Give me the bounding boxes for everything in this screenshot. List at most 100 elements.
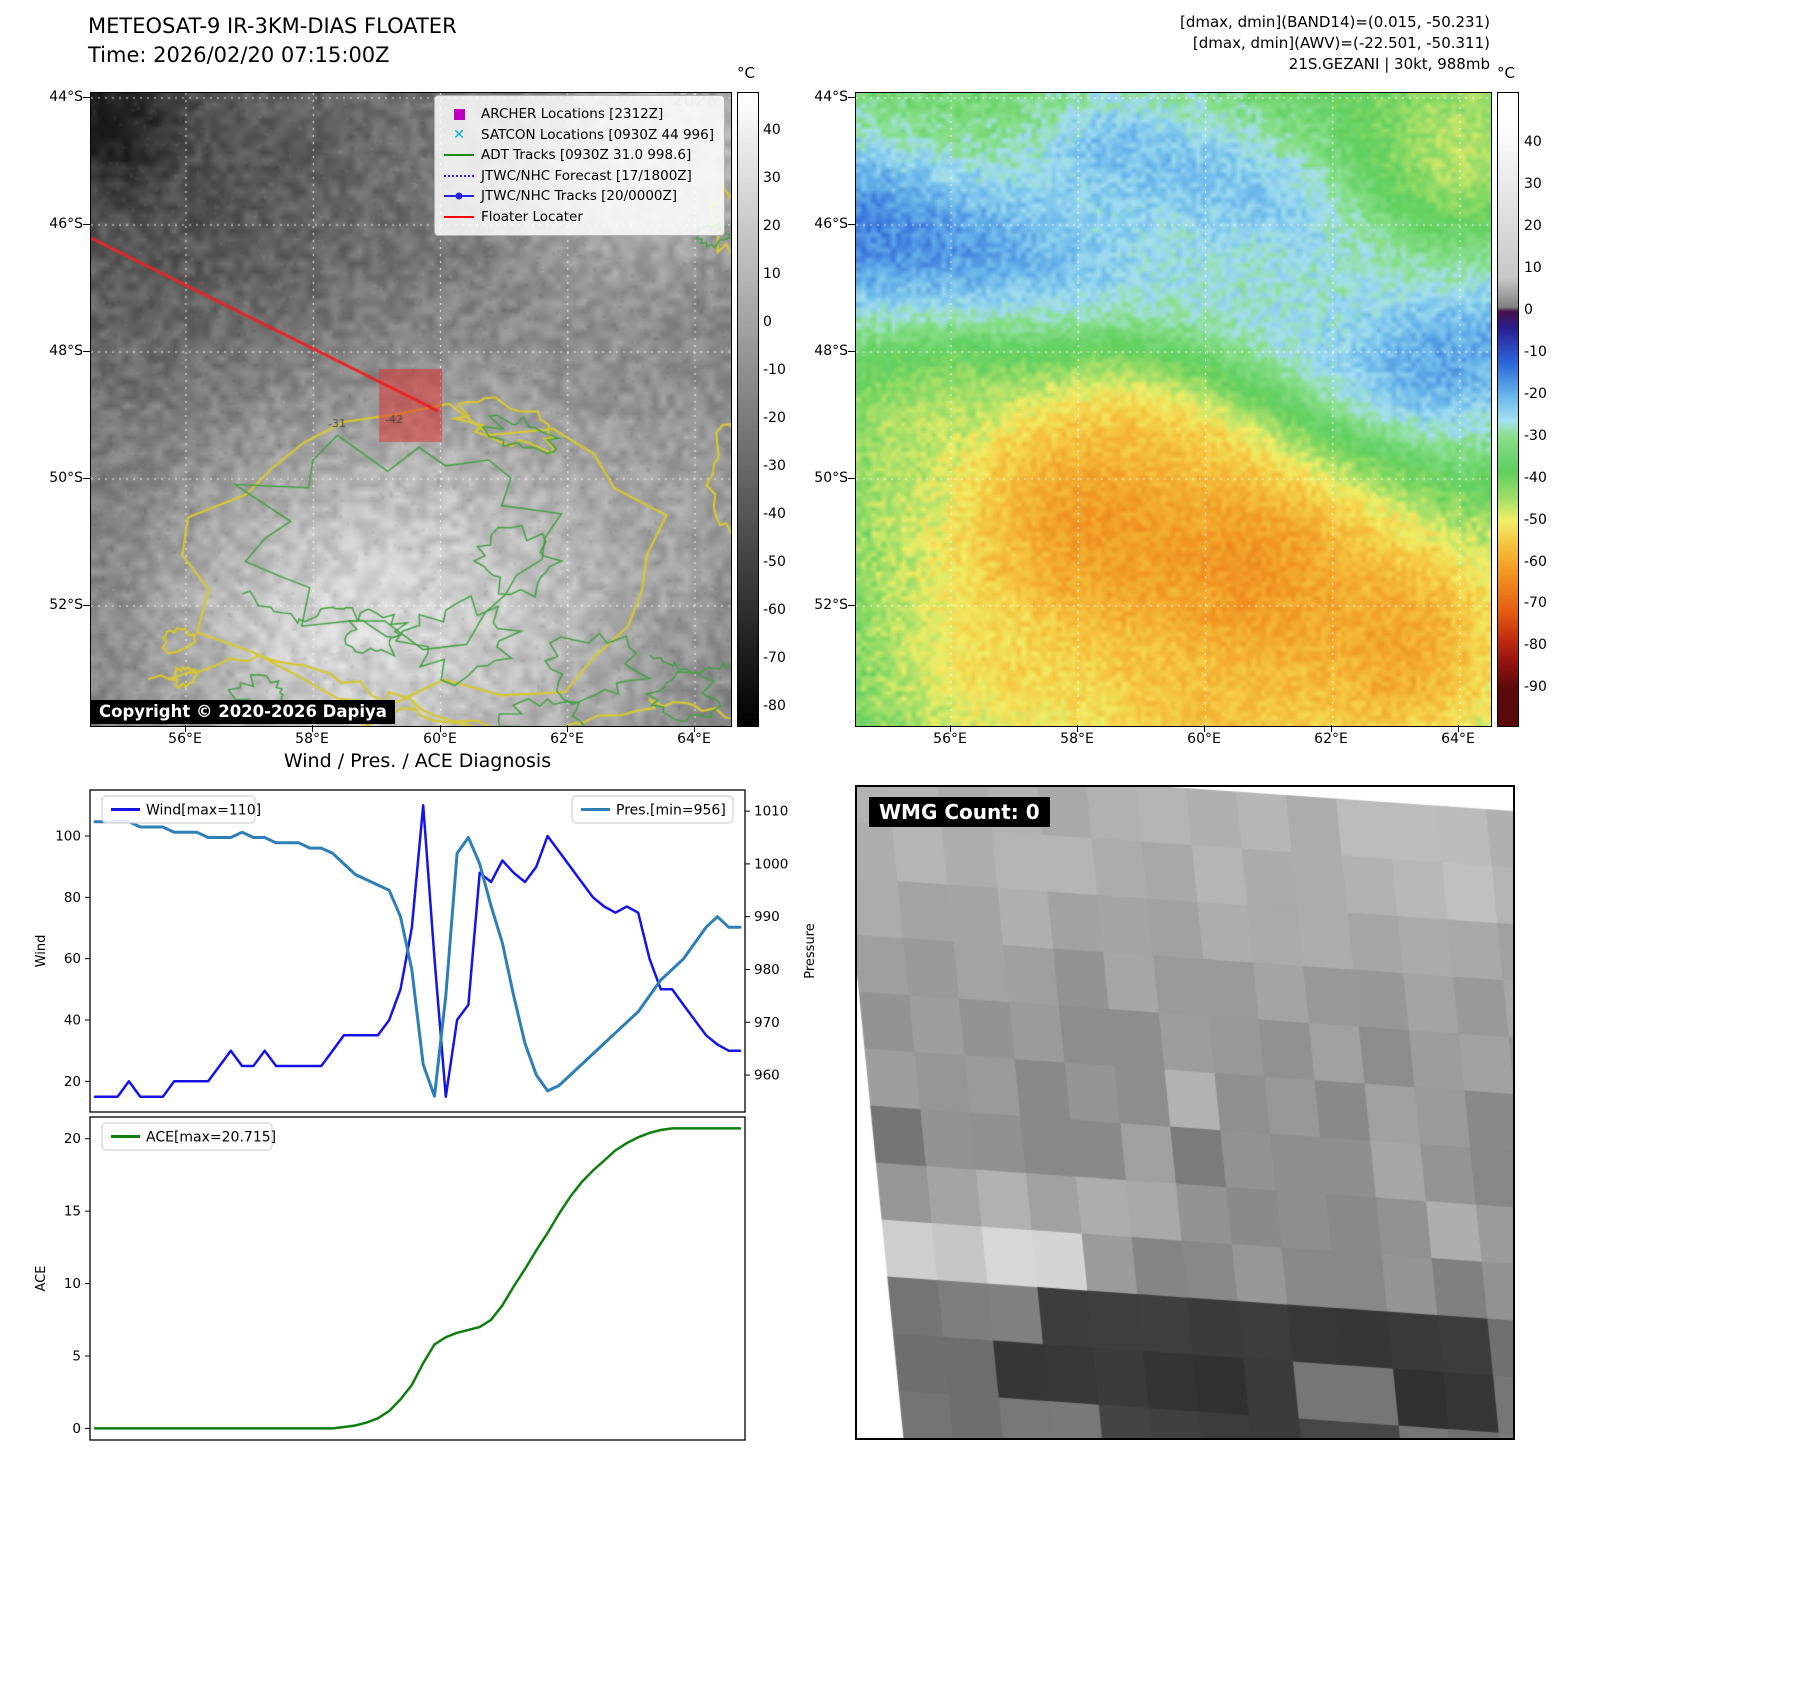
legend-label: Floater Locater (481, 208, 583, 225)
legend-line-icon (444, 154, 474, 157)
colorbar-tick-label: -10 (763, 362, 786, 379)
wind-pressure-chart: 20 40 60 80 100 960 970 980 990 1000 1010 Wind Press… (15, 785, 830, 1117)
storm-info: [dmax, dmin](BAND14)=(0.015, -50.231) [d… (1180, 12, 1490, 75)
colorbar-tick-label: -40 (1524, 469, 1547, 486)
series-ACE[max=20.715] (93, 1127, 742, 1430)
legend-label: ARCHER Locations [2312Z] (481, 106, 664, 123)
lat-tick-label: 52°S (814, 597, 848, 613)
colorbar-tick-label: -70 (1524, 595, 1547, 612)
svg-text:980: 980 (754, 962, 780, 978)
colorbar-tick-label: 20 (1524, 218, 1542, 235)
lat-tick (848, 97, 855, 98)
lat-tick (83, 605, 90, 606)
info-awv: [dmax, dmin](AWV)=(-22.501, -50.311) (1192, 34, 1490, 52)
lon-tick (185, 725, 186, 732)
diagnosis-title: Wind / Pres. / ACE Diagnosis (283, 750, 552, 772)
lat-tick-label: 48°S (814, 343, 848, 359)
lon-tick (1331, 725, 1332, 732)
colorbar-unit-left: °C (737, 64, 755, 82)
colorbar-tick-label: -80 (763, 697, 786, 714)
legend-line-icon (444, 215, 474, 218)
svg-text:100: 100 (55, 829, 81, 845)
legend-item: JTWC/NHC Tracks [20/0000Z] (444, 186, 715, 207)
lon-tick (567, 725, 568, 732)
colorbar-tick-label: -30 (1524, 427, 1547, 444)
colorbar-tick-label: -60 (1524, 553, 1547, 570)
colorbar-tick-label: -10 (1524, 343, 1547, 360)
svg-text:80: 80 (64, 890, 81, 906)
svg-text:ACE: ACE (34, 1266, 49, 1292)
floater-header: METEOSAT-9 IR-3KM-DIAS FLOATER Time: 202… (88, 12, 457, 70)
lon-tick-label: 60°E (423, 731, 457, 747)
lon-tick-label: 62°E (1314, 731, 1348, 747)
floater-time: Time: 2026/02/20 07:15:00Z (88, 43, 390, 67)
colorbar-tick-label: 10 (763, 266, 781, 283)
svg-text:Wind[max=110]: Wind[max=110] (146, 803, 261, 819)
lon-tick (1204, 725, 1205, 732)
lat-tick (83, 478, 90, 479)
colorbar-tick-label: -50 (763, 553, 786, 570)
wmg-count-badge: WMG Count: 0 (869, 797, 1050, 827)
wmg-panel: WMG Count: 0 (855, 785, 1515, 1440)
lon-tick-label: 62°E (550, 731, 584, 747)
ace-plot: 0 5 10 15 20 ACE ACE[max=20.715] (34, 1116, 746, 1441)
svg-text:Pres.[min=956]: Pres.[min=956] (616, 803, 726, 819)
legend-item: ✕ SATCON Locations [0930Z 44 996] (444, 125, 715, 146)
svg-text:ACE[max=20.715]: ACE[max=20.715] (146, 1130, 276, 1146)
lat-tick (83, 97, 90, 98)
info-storm-id: 21S.GEZANI | 30kt, 988mb (1288, 55, 1490, 73)
map-legend: ARCHER Locations [2312Z] ✕ SATCON Location… (434, 95, 725, 236)
legend-square-icon (444, 108, 474, 120)
legend-dotted-icon (444, 174, 474, 177)
enhanced-ir-colorbar (1497, 92, 1519, 727)
lon-tick-label: 58°E (295, 731, 329, 747)
lon-tick (950, 725, 951, 732)
enhanced-ir-image (855, 92, 1492, 727)
lon-tick (440, 725, 441, 732)
lon-tick-label: 64°E (1441, 731, 1475, 747)
colorbar-tick-label: -20 (1524, 385, 1547, 402)
lat-tick (848, 605, 855, 606)
colorbar-tick-label: -20 (763, 410, 786, 427)
legend-x-icon: ✕ (453, 126, 465, 143)
lon-tick (694, 725, 695, 732)
legend-item: Floater Locater (444, 207, 715, 228)
lon-tick (1077, 725, 1078, 732)
legend-label: JTWC/NHC Tracks [20/0000Z] (481, 188, 678, 205)
colorbar-tick-label: -90 (1524, 679, 1547, 696)
lat-tick-label: 46°S (49, 216, 83, 232)
svg-text:Wind: Wind (34, 935, 49, 968)
lat-tick-label: 50°S (814, 470, 848, 486)
colorbar-tick-label: 40 (1524, 134, 1542, 151)
colorbar-tick-label: 0 (1524, 301, 1533, 318)
colorbar-tick-label: -40 (763, 506, 786, 522)
lon-tick (312, 725, 313, 732)
wmg-image (857, 787, 1513, 1438)
colorbar-tick-label: 40 (763, 122, 781, 139)
legend-label: JTWC/NHC Forecast [17/1800Z] (481, 167, 692, 184)
lon-tick-label: 60°E (1187, 731, 1221, 747)
lat-tick (83, 351, 90, 352)
lat-tick-label: 48°S (49, 343, 83, 359)
colorbar-tick-label: 10 (1524, 260, 1542, 277)
lat-tick (848, 478, 855, 479)
svg-text:960: 960 (754, 1068, 780, 1084)
svg-text:Pressure: Pressure (803, 923, 818, 979)
lon-tick-label: 64°E (677, 731, 711, 747)
colorbar-tick-label: -80 (1524, 637, 1547, 654)
lon-tick-label: 56°E (933, 731, 967, 747)
legend-item: ARCHER Locations [2312Z] (444, 104, 715, 125)
lat-tick-label: 50°S (49, 470, 83, 486)
lat-tick-label: 44°S (49, 89, 83, 105)
colorbar-unit-right: °C (1497, 64, 1515, 82)
floater-title: METEOSAT-9 IR-3KM-DIAS FLOATER (88, 14, 457, 38)
legend-item: JTWC/NHC Forecast [17/1800Z] (444, 166, 715, 187)
lon-tick (1458, 725, 1459, 732)
svg-text:1000: 1000 (754, 856, 788, 872)
lat-tick (848, 351, 855, 352)
ir-grayscale-colorbar (737, 92, 759, 727)
colorbar-tick-label: -70 (763, 649, 786, 666)
svg-text:970: 970 (754, 1015, 780, 1031)
copyright-badge: Copyright © 2020-2026 Dapiya (91, 700, 395, 724)
